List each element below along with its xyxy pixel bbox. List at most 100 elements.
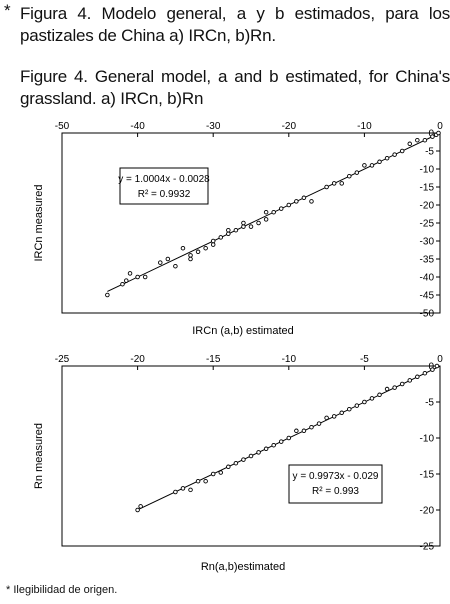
data-point — [203, 245, 208, 251]
x-tick-label: -40 — [130, 121, 145, 132]
y-tick-label: -25 — [420, 219, 435, 230]
data-point — [430, 367, 435, 372]
data-point — [226, 231, 231, 237]
y-axis-title: Rn measured — [33, 423, 45, 489]
data-point — [278, 206, 284, 211]
y-tick-label: -5 — [425, 147, 434, 158]
data-point — [135, 507, 140, 513]
data-point — [324, 415, 329, 421]
data-point — [384, 386, 390, 392]
data-point — [278, 439, 284, 444]
y-tick-label: -5 — [425, 398, 434, 409]
data-point — [241, 457, 246, 462]
data-point — [158, 260, 163, 265]
y-axis-title: IRCn measured — [33, 184, 45, 261]
data-point — [430, 134, 435, 139]
y-tick-label: -10 — [420, 434, 435, 445]
y-tick-label: 0 — [428, 129, 434, 140]
data-point — [210, 238, 216, 244]
equation-box — [119, 167, 209, 205]
data-point — [347, 173, 352, 179]
y-tick-label: -15 — [420, 470, 435, 481]
data-point — [271, 209, 276, 215]
data-point — [434, 363, 440, 369]
data-point — [263, 446, 269, 452]
data-point — [241, 224, 246, 229]
data-point — [294, 199, 299, 204]
data-point — [422, 137, 428, 143]
data-point — [415, 137, 420, 143]
data-point — [248, 453, 254, 459]
data-point — [399, 148, 405, 154]
plot-area-ircn: -50 -40 -30 -20 -10 00 -5 -10 -15 -20 -25 -30 -35 -40… — [33, 121, 443, 337]
y-tick-label: -20 — [420, 506, 435, 517]
x-tick-label: 0 — [437, 354, 443, 365]
data-point — [384, 155, 390, 161]
data-point — [142, 274, 148, 280]
data-point — [218, 235, 224, 240]
data-point — [263, 217, 269, 222]
data-point — [173, 263, 178, 269]
y-tick-label: -50 — [420, 309, 435, 320]
x-tick-label: -5 — [360, 354, 369, 365]
data-point — [188, 256, 193, 262]
data-point — [369, 163, 375, 168]
equation-label: y = 1.0004x - 0.0028 — [118, 174, 210, 185]
r-squared-label: R² = 0.993 — [312, 486, 359, 497]
data-point — [316, 421, 322, 426]
data-point — [399, 381, 405, 387]
data-point — [138, 504, 143, 509]
x-axis-title: IRCn (a,b) estimated — [192, 325, 293, 337]
data-point — [256, 450, 261, 455]
caption-spanish: Figura 4. Modelo general, a y b estimado… — [20, 4, 450, 45]
y-tick-label: -35 — [420, 255, 435, 266]
data-point — [407, 378, 413, 383]
data-point — [301, 428, 307, 434]
data-point — [331, 414, 337, 419]
data-point — [377, 392, 382, 398]
data-point — [309, 199, 314, 204]
data-point — [124, 278, 129, 283]
data-point — [203, 478, 208, 484]
data-point — [218, 470, 224, 475]
y-tick-label: -10 — [420, 165, 435, 176]
data-point — [195, 249, 201, 255]
data-point — [233, 227, 239, 233]
data-point — [271, 442, 276, 448]
x-tick-label: -25 — [55, 354, 70, 365]
y-tick-label: -45 — [420, 291, 435, 302]
plot-area-rn: -25 -20 -15 -10 -5 00 -5 -10 -15 -20 -25 y = 0.9973… — [33, 354, 443, 573]
data-point — [422, 370, 428, 376]
data-point — [195, 478, 201, 484]
data-point — [436, 130, 441, 136]
data-point — [324, 184, 329, 190]
data-point — [248, 224, 254, 229]
data-point — [392, 152, 397, 157]
data-point — [256, 220, 261, 226]
data-point — [354, 403, 360, 408]
data-point — [286, 202, 292, 208]
data-point — [347, 406, 352, 412]
data-point — [241, 220, 246, 226]
equation-box — [288, 464, 383, 504]
r-squared-label: R² = 0.9932 — [138, 189, 191, 200]
data-point — [180, 245, 186, 251]
data-point — [180, 486, 186, 491]
data-point — [263, 209, 269, 215]
data-point — [309, 424, 314, 430]
data-point — [362, 399, 367, 405]
data-point — [331, 181, 337, 186]
equation-label: y = 0.9973x - 0.029 — [293, 471, 379, 482]
x-tick-label: -30 — [206, 121, 221, 132]
data-point — [233, 460, 239, 466]
data-point — [407, 141, 413, 147]
x-tick-label: -10 — [282, 354, 297, 365]
y-tick-label: -15 — [420, 183, 435, 194]
data-point — [354, 170, 360, 175]
y-tick-label: 0 — [428, 362, 434, 373]
data-point — [105, 292, 110, 298]
data-point — [210, 471, 216, 477]
data-point — [120, 281, 125, 287]
data-point — [339, 410, 344, 416]
